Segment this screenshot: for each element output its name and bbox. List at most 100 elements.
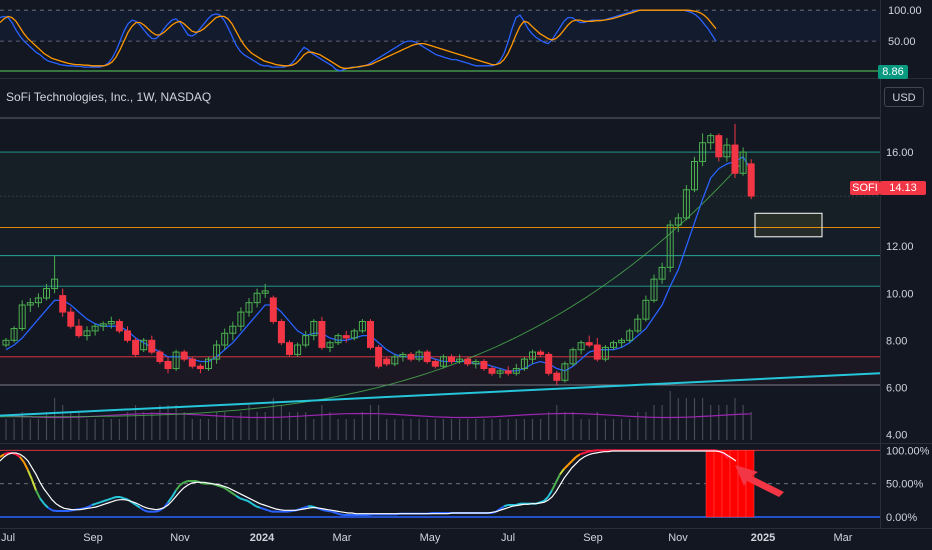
candle-body	[310, 320, 318, 337]
target-zone-box	[754, 212, 823, 238]
candle-body	[350, 330, 358, 339]
candle-body	[707, 135, 715, 144]
bottom-main-line-segment	[139, 506, 145, 512]
bottom-main-line-segment	[219, 485, 225, 489]
volume-bar	[726, 405, 728, 440]
bottom-main-line-segment	[559, 468, 565, 475]
volume-bar	[612, 419, 615, 440]
bottom-main-line-segment	[231, 492, 237, 497]
volume-bar	[118, 419, 120, 440]
volume-bar	[361, 412, 363, 440]
volume-bar	[78, 412, 80, 440]
candle-body	[415, 351, 423, 360]
candle-body	[302, 335, 310, 346]
candle-body	[472, 360, 480, 365]
bottom-main-line-segment	[43, 502, 49, 509]
x-tick: 2024	[250, 532, 275, 544]
candle-body	[67, 311, 75, 327]
bottom-main-line-segment	[107, 497, 113, 501]
bottom-main-line-segment	[299, 506, 305, 510]
bottom-main-line-segment	[171, 489, 177, 498]
bottom-oscillator-pane[interactable]: 100.00% 50.00% 0.00%	[0, 445, 930, 524]
volume-bar	[37, 419, 39, 440]
bottom-main-line-segment	[259, 506, 265, 510]
candle-body	[124, 330, 131, 341]
volume-bar	[345, 419, 347, 440]
bottom-main-line-segment	[563, 464, 569, 470]
bottom-main-line-segment	[0, 453, 5, 458]
volume-bar	[621, 419, 623, 440]
price-y-tick: 16.00	[886, 147, 914, 159]
volume-bar	[216, 412, 218, 440]
candle-body	[593, 344, 601, 360]
candle-body	[334, 335, 342, 344]
volume-ma-line	[5, 412, 752, 419]
bottom-main-line-segment	[167, 496, 173, 503]
volume-bar	[369, 405, 372, 440]
volume-bar	[710, 405, 712, 440]
bottom-main-line-segment	[119, 496, 125, 500]
bottom-main-line-segment	[143, 509, 149, 513]
candle-body	[431, 360, 439, 367]
candle-body	[520, 358, 528, 370]
last-price-badge: 14.13	[880, 181, 926, 195]
top-d-line	[0, 9, 717, 69]
volume-bar	[685, 398, 687, 440]
overbought-bar	[713, 450, 723, 518]
candle-body	[188, 358, 196, 367]
bottom-main-line-segment	[499, 505, 505, 510]
volume-bar	[264, 412, 266, 440]
candle-body	[642, 299, 650, 320]
candle-body	[448, 356, 455, 362]
volume-bar	[199, 419, 201, 440]
bottom-main-line-segment	[503, 504, 509, 508]
candle-body	[164, 360, 172, 370]
volume-bar	[183, 412, 185, 440]
candle-body	[269, 297, 277, 322]
candle-body	[180, 351, 188, 360]
currency-button[interactable]: USD	[884, 87, 924, 107]
volume-bar	[434, 419, 436, 440]
bottom-main-line-segment	[239, 497, 245, 501]
candle-body	[626, 330, 634, 341]
volume-bar	[467, 419, 469, 440]
volume-bar	[475, 419, 477, 440]
bottom-main-line-segment	[587, 450, 593, 453]
candle-body	[221, 332, 229, 346]
candle-body	[205, 358, 212, 370]
candle-body	[699, 142, 707, 163]
volume-bar	[580, 419, 582, 440]
volume-bar	[191, 419, 193, 440]
bottom-main-line-segment	[515, 502, 521, 506]
volume-bar	[280, 405, 282, 440]
candle-body	[318, 320, 326, 348]
volume-bar	[94, 419, 96, 440]
candle-body	[261, 290, 269, 294]
candle-body	[658, 266, 666, 280]
candle-body	[666, 224, 674, 268]
candle-body	[10, 328, 18, 341]
bottom-main-line-segment	[135, 504, 141, 509]
candle-body	[618, 339, 626, 344]
price-pane[interactable]: 16.00 12.00 10.00 8.00 6.00 4.00	[0, 117, 914, 441]
candle-body	[634, 318, 642, 332]
candle-body	[367, 320, 374, 348]
chart-title: SoFi Technologies, Inc., 1W, NASDAQ	[6, 90, 212, 104]
volume-bar	[13, 419, 15, 440]
price-y-tick: 4.00	[886, 429, 907, 441]
volume-bar	[232, 419, 234, 440]
volume-bar	[693, 398, 696, 440]
bottom-main-line-segment	[539, 500, 545, 504]
volume-bar	[86, 419, 88, 440]
bottom-main-line-segment	[123, 497, 129, 501]
candle-body	[342, 335, 350, 339]
top-oscillator-pane[interactable]: 100.00 50.00	[0, 5, 922, 72]
volume-bar	[378, 405, 380, 440]
bottom-main-line-segment	[335, 512, 341, 516]
volume-bar	[110, 419, 112, 440]
candle-body	[294, 344, 302, 355]
axes: Jul Sep Nov 2024 Mar May Jul Sep Nov 2025 Mar	[1, 532, 853, 544]
bottom-main-line-segment	[235, 494, 241, 500]
